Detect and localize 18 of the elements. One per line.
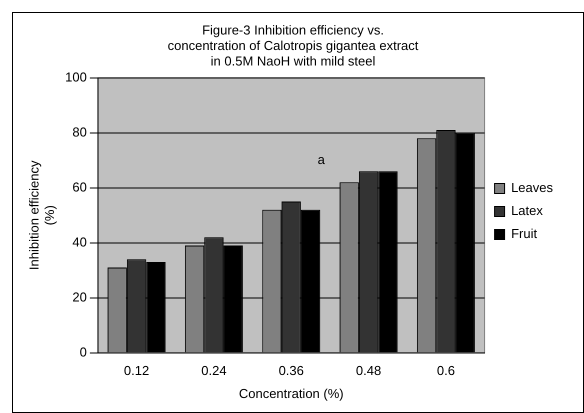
legend-label: Fruit	[511, 226, 538, 242]
y-tick-label: 20	[72, 289, 87, 304]
x-tick-label: 0.36	[278, 363, 304, 378]
annotation: a	[318, 152, 326, 167]
legend-label: Leaves	[511, 180, 554, 196]
y-tick-label: 0	[80, 344, 87, 360]
x-tick-label: 0.6	[436, 363, 455, 378]
x-tick-label: 0.24	[201, 363, 227, 378]
y-axis-title: Inhibition efficiency (%)	[26, 160, 57, 270]
y-tick-label: 40	[72, 234, 87, 250]
x-tick-label: 0.48	[356, 363, 382, 378]
legend-label: Latex	[511, 203, 544, 218]
y-tick-label: 80	[72, 124, 87, 140]
x-axis-title: Concentration (%)	[238, 386, 344, 401]
chart-title: Figure-3 Inhibition efficiency vs. concentration of Calotropis gigantea extract in 0.5M NaoH with mild steel	[168, 22, 419, 69]
y-tick-label: 100	[65, 69, 87, 84]
x-tick-label: 0.12	[124, 363, 150, 378]
y-tick-label: 60	[72, 179, 87, 194]
